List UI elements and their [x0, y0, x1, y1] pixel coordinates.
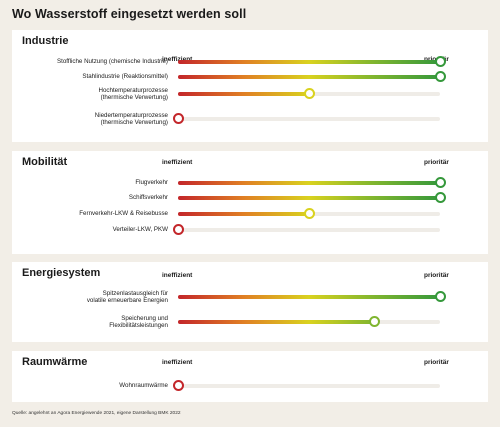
bar-fill [178, 320, 375, 324]
panel-raumwarme: Raumwärme ineffizient prioritär Wohnraumwär… [12, 351, 488, 402]
value-marker [434, 290, 446, 302]
row-label: Spitzenlastausgleich für volatile erneuer… [0, 290, 168, 304]
row-label: Stoffliche Nutzung (chemische Industrie) [0, 58, 168, 65]
row-label-line: volatile erneuerbare Energien [86, 297, 168, 304]
value-marker [369, 315, 380, 327]
panel-energiesystem: Energiesystem ineffizient prioritär Spitzen… [12, 262, 488, 342]
bar-fill [178, 60, 440, 64]
bar-track [178, 290, 446, 302]
bar-track [178, 207, 440, 219]
scale-low-label: ineffizient [162, 272, 193, 279]
row-label-line: Fernverkehr-LKW & Reisebusse [79, 210, 168, 218]
row-label-line: Speicherung und [121, 314, 168, 322]
bar-fill [178, 181, 440, 185]
bar-fill [178, 212, 309, 216]
value-marker [172, 112, 184, 124]
row-label-line: (thermische Verwertung) [100, 94, 168, 101]
chart-title: Wo Wasserstoff eingesetzt werden soll [12, 7, 247, 21]
row-label-line: Stahlindustrie (Reaktionsmittel) [82, 73, 168, 81]
panel-title: Mobilität [22, 156, 68, 168]
bar-fill [178, 295, 440, 299]
bar-track [172, 112, 440, 124]
value-marker [172, 379, 184, 391]
row-label-line: Spitzenlastausgleich für [102, 289, 168, 297]
value-marker [172, 223, 184, 235]
row-label: Stahlindustrie (Reaktionsmittel) [0, 73, 168, 80]
row-label-line: (thermische Verwertung) [100, 119, 168, 126]
row-label-line: Wohnraumwärme [119, 382, 168, 390]
scale-low-label: ineffizient [162, 56, 193, 63]
panel-title: Raumwärme [22, 356, 88, 368]
row-label-line: Schiffsverkehr [128, 194, 168, 202]
scale-high-label: prioritär [424, 272, 449, 279]
value-marker [303, 207, 315, 219]
bar-track [178, 191, 446, 203]
value-marker [434, 70, 446, 82]
bar-fill [178, 75, 440, 79]
bar-track [178, 87, 440, 99]
row-label: Schiffsverkehr [0, 194, 168, 201]
bar-track [172, 223, 440, 235]
source-note: Quelle: angelehnt an Agora Energiewende … [12, 411, 181, 416]
bar-fill [178, 196, 440, 200]
row-label: Niedertemperaturprozesse (thermische Verw… [0, 112, 168, 126]
value-marker [303, 87, 315, 99]
panel-title: Industrie [22, 35, 69, 47]
value-marker [434, 191, 446, 203]
bar-track [178, 315, 440, 327]
bar-fill [178, 92, 309, 96]
row-label-line: Niedertemperaturprozesse [94, 111, 168, 119]
scale-low-label: ineffizient [162, 359, 193, 366]
panel-mobilitat: Mobilität ineffizient prioritär Flugverkehr… [12, 151, 488, 254]
scale-high-label: prioritär [424, 159, 449, 166]
bar-track [178, 55, 446, 67]
scale-low-label: ineffizient [162, 159, 193, 166]
row-label: Hochtemperaturprozesse (thermische Verwer… [0, 87, 168, 101]
row-label-line: Hochtemperaturprozesse [98, 86, 168, 94]
row-label-line: Flexibilitätsleistungen [109, 322, 168, 329]
bar-track [178, 176, 446, 188]
bar-track [178, 70, 446, 82]
row-label-line: Stoffliche Nutzung (chemische Industrie) [57, 58, 168, 66]
row-label: Wohnraumwärme [0, 382, 168, 389]
row-label-line: Verteiler-LKW, PKW [112, 226, 168, 234]
row-label: Speicherung und Flexibilitätsleistungen [0, 315, 168, 329]
scale-high-label: prioritär [424, 359, 449, 366]
value-marker [434, 176, 446, 188]
row-label: Flugverkehr [0, 179, 168, 186]
row-label-line: Flugverkehr [135, 179, 168, 187]
row-label: Verteiler-LKW, PKW [0, 226, 168, 233]
bar-track [172, 379, 440, 391]
panel-title: Energiesystem [22, 267, 101, 279]
value-marker [434, 55, 446, 67]
row-label: Fernverkehr-LKW & Reisebusse [0, 210, 168, 217]
panel-industrie: IndustrieineffizientprioritärStoffliche … [12, 30, 488, 142]
